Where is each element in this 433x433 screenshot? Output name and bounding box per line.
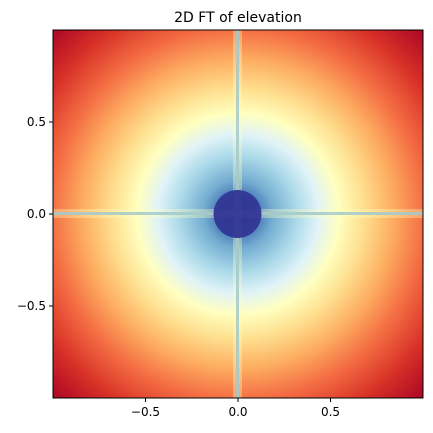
center-core (213, 190, 262, 238)
plot-area (53, 30, 423, 398)
x-tick-label: 0.0 (228, 405, 247, 419)
x-tick-label: −0.5 (131, 405, 160, 419)
x-axis-ticks: −0.5 0.0 0.5 (131, 398, 340, 419)
chart-title: 2D FT of elevation (174, 10, 302, 26)
y-tick-label: 0.0 (27, 207, 46, 221)
x-tick-label: 0.5 (321, 405, 340, 419)
y-tick-label: −0.5 (17, 299, 46, 313)
y-axis-ticks: 0.5 0.0 −0.5 (17, 115, 53, 313)
y-tick-label: 0.5 (27, 115, 46, 129)
